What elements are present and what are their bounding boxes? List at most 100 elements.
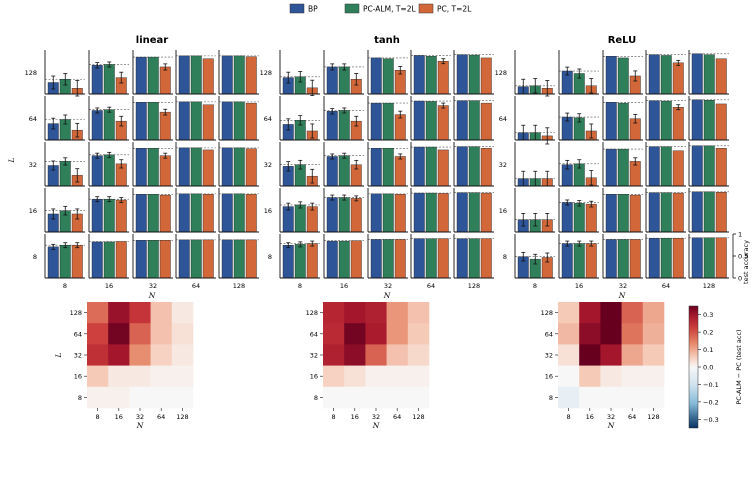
bar-pc [672,192,684,233]
legend-swatch-bp [289,3,305,14]
bar-pc [202,149,214,187]
heatmap-row-label: 8 [314,394,318,402]
row-label-64: 64 [499,115,507,123]
bar-pc [159,194,171,233]
heatmap-cell [365,323,387,345]
heatmap-cell [108,344,130,366]
bar-subplot [323,188,364,233]
bar-subplot [279,96,320,141]
bar-bp [221,101,233,141]
x-axis-label: N [383,291,391,300]
bar-pc [715,237,727,279]
bar-bp [691,53,703,95]
bar-bp [91,241,103,279]
bar-pc-alm [103,241,115,279]
heatmap-col-label: 16 [351,413,359,421]
bar-bp [135,102,147,141]
bar-pc-alm [382,58,394,95]
bar-subplot [88,96,129,141]
heatmap-tanh: 128 64 32 16 8 8 16 32 64 128 N [306,302,430,430]
bar-pc-alm [703,100,715,141]
legend-label-pc: PC, T=2L [437,5,472,14]
bar-pc-alm [147,56,159,95]
heatmap-cell [579,323,601,345]
colorbar-tick-label: −0.3 [703,416,719,424]
bar-subplot [453,142,494,187]
bar-panel-tanh: tanh 128 64 32 16 8 8 16 32 64 128 N [260,35,494,300]
bar-subplot [410,188,451,233]
bar-pc [480,148,492,187]
bar-bp [178,55,190,95]
bar-subplot [132,142,173,187]
bar-pc [585,243,597,279]
colorbar-tick-label: 0.0 [703,364,713,372]
bar-pc-alm [338,155,350,187]
colorbar-tick-label: 0.2 [703,329,713,337]
heatmap-cell [386,386,409,409]
heatmap-linear: 128 64 32 16 8 8 16 32 64 128 N L [54,302,194,430]
bar-bp [370,193,382,233]
bar-pc [202,239,214,279]
heatmap-col-label: 32 [372,413,380,421]
bar-subplot [645,234,686,279]
bar-pc-alm [103,198,115,233]
bar-panel-relu: ReLU 128 64 32 16 8 8 16 32 64 128 N [495,35,729,300]
bar-pc [629,239,641,279]
bar-bp [135,194,147,233]
heatmap-cell [323,344,345,366]
bar-subplot [367,96,408,141]
bar-pc-alm [382,239,394,279]
bar-subplot [175,50,216,95]
colorbar-label: PC-ALM − PC (test acc) [735,329,743,404]
bar-pc [245,148,257,187]
bar-subplot [602,142,643,187]
bar-bp [221,147,233,187]
heatmap-col-label: 128 [647,413,659,421]
bar-subplot [410,142,451,187]
bar-subplot [175,96,216,141]
bar-pc-alm [338,197,350,233]
bar-bp [605,102,617,141]
bar-pc-alm [573,203,585,233]
legend: BP PC-ALM, T=2L PC, T=2L [289,3,472,14]
bar-subplot [323,96,364,141]
heatmap-col-label: 128 [412,413,424,421]
heatmap-x-label: N [372,421,380,430]
y-axis-label: L [7,157,16,163]
heatmap-cell [129,302,151,324]
heatmap-row-label: 128 [70,309,82,317]
bar-bp [370,102,382,141]
row-label-32: 32 [264,161,272,169]
bar-pc-alm [617,57,629,95]
colorbar: 0.3 0.2 0.1 0.0 −0.1 −0.2 −0.3 PC-ALM − PC (tes… [688,305,743,429]
bar-subplot [175,142,216,187]
accuracy-tick-label: 0.5 [738,253,748,261]
heatmap-cell [600,302,622,324]
bar-subplot [453,50,494,95]
heatmap-cell [407,344,430,366]
bar-subplot [218,188,259,233]
heatmap-cell [108,386,130,409]
bar-subplot [44,50,85,97]
bar-pc [394,194,406,233]
heatmap-cell [171,386,194,409]
bar-subplot [558,234,599,279]
heatmap-cell [642,344,665,366]
bar-bp [456,192,468,233]
bar-pc [159,66,171,95]
heatmap-cell [558,386,580,409]
heatmap-cell [579,386,601,409]
bar-pc [437,105,449,141]
bar-pc [159,155,171,187]
col-label-8: 8 [298,282,302,290]
heatmap-col-label: 32 [607,413,615,421]
bar-pc [437,61,449,95]
bar-pc-alm [294,204,306,233]
bar-bp [135,56,147,95]
bar-pc-alm [468,192,480,233]
bar-subplot [218,142,259,187]
row-label-8: 8 [503,253,507,261]
bar-pc [480,102,492,141]
col-label-32: 32 [149,282,157,290]
